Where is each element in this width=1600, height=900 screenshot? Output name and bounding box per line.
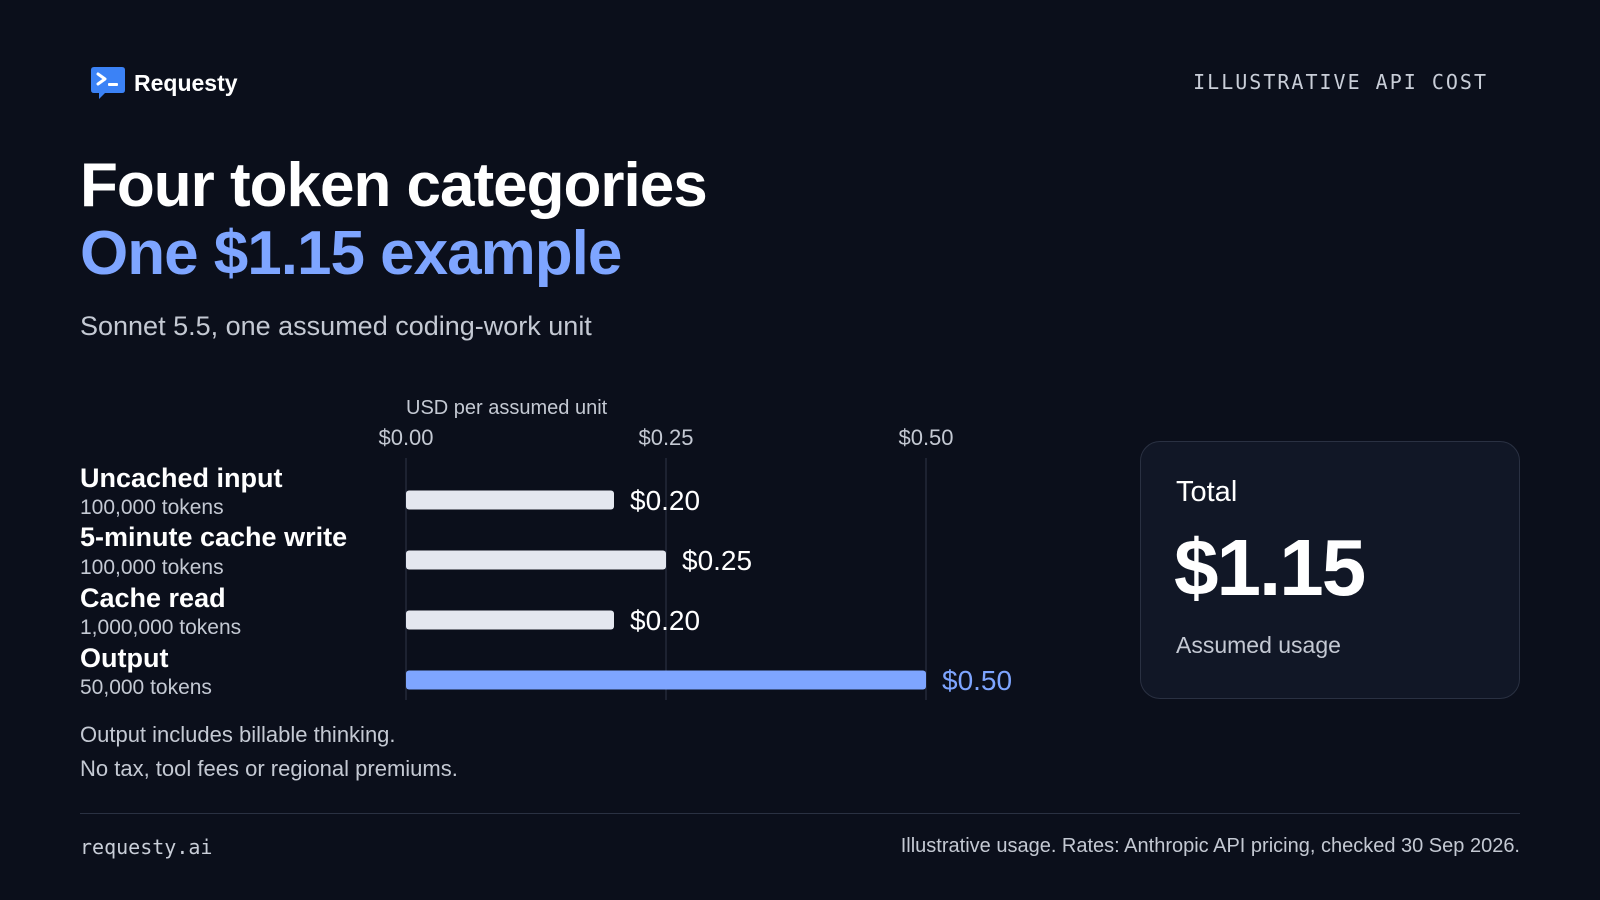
category-sublabel: 50,000 tokens [80, 676, 212, 699]
total-sublabel: Assumed usage [1176, 632, 1341, 658]
footer-divider [80, 813, 1520, 814]
bar [406, 670, 926, 690]
category-sublabel: 100,000 tokens [80, 556, 224, 579]
corner-tag: ILLUSTRATIVE API COST [1193, 70, 1488, 94]
category-label: Cache read [80, 583, 226, 613]
footer-source-note: Illustrative usage. Rates: Anthropic API… [900, 835, 1520, 857]
bar-value-label: $0.20 [630, 605, 700, 636]
total-label: Total [1176, 476, 1238, 508]
bar [406, 610, 614, 630]
category-label: Uncached input [80, 463, 283, 493]
x-axis-title: USD per assumed unit [406, 397, 608, 419]
brand-name: Requesty [134, 69, 238, 96]
bar-value-label: $0.20 [630, 485, 700, 516]
chart-notes: Output includes billable thinking. No ta… [80, 718, 458, 786]
total-value: $1.15 [1174, 523, 1366, 612]
category-sublabel: 100,000 tokens [80, 496, 224, 519]
terminal-chat-icon [91, 67, 125, 99]
brand-logo: Requesty [90, 66, 238, 100]
bar [406, 490, 614, 510]
category-label: 5-minute cache write [80, 522, 347, 552]
page-title: Four token categories [80, 151, 708, 220]
bar-value-label: $0.25 [682, 545, 752, 576]
bar-value-label: $0.50 [942, 665, 1012, 696]
page-title-highlight: One $1.15 example [80, 219, 622, 288]
x-tick-label: $0.25 [638, 425, 693, 450]
note-line: Output includes billable thinking. [80, 722, 396, 747]
page-subtitle: Sonnet 5.5, one assumed coding-work unit [80, 311, 592, 341]
category-sublabel: 1,000,000 tokens [80, 616, 241, 639]
bar [406, 550, 666, 570]
note-line: No tax, tool fees or regional premiums. [80, 756, 458, 781]
footer-site-link[interactable]: requesty.ai [80, 835, 213, 859]
category-label: Output [80, 643, 168, 673]
total-card: Total $1.15 Assumed usage [1140, 441, 1520, 699]
x-tick-label: $0.00 [378, 425, 433, 450]
x-tick-label: $0.50 [898, 425, 953, 450]
